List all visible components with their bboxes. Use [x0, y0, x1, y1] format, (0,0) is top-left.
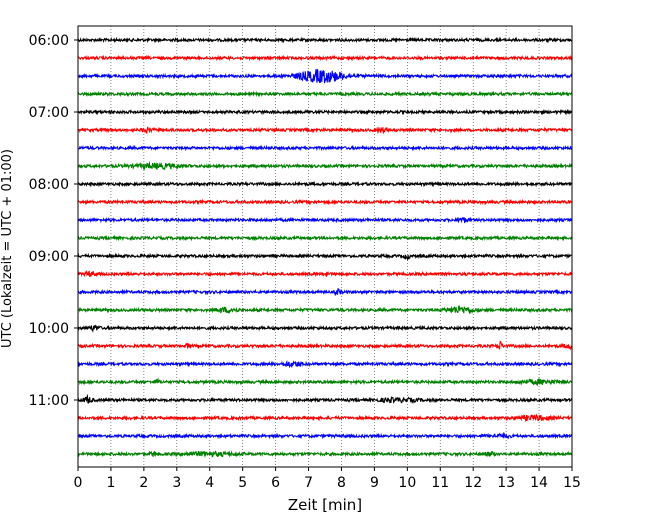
trace-0600	[77, 36, 573, 44]
plot-frame	[77, 25, 573, 468]
trace-0800	[77, 180, 573, 188]
x-tick-label: 9	[370, 475, 379, 491]
x-tick-label: 13	[497, 475, 515, 491]
y-tick-label: 11:00	[29, 393, 69, 409]
x-tick-label: 11	[431, 475, 449, 491]
trace-1015	[77, 340, 573, 351]
y-axis: 06:00 07:00 08:00 09:00 10:00 11:00	[29, 33, 78, 409]
x-tick-label: 6	[271, 475, 280, 491]
x-axis-label: Zeit [min]	[288, 496, 362, 514]
x-tick-label: 12	[464, 475, 482, 491]
trace-0630	[77, 68, 573, 84]
trace-0730	[77, 144, 573, 152]
y-tick-label: 07:00	[29, 105, 69, 121]
trace-0700	[77, 108, 573, 116]
y-tick-label: 06:00	[29, 33, 69, 49]
x-tick-label: 4	[205, 475, 214, 491]
trace-0945	[77, 305, 573, 315]
x-tick-label: 10	[398, 475, 416, 491]
trace-0930	[77, 288, 573, 297]
x-tick-label: 1	[106, 475, 115, 491]
trace-1145	[77, 450, 573, 458]
trace-0615	[77, 54, 573, 62]
y-tick-label: 09:00	[29, 249, 69, 265]
trace-0745	[77, 161, 573, 171]
x-tick-label: 8	[337, 475, 346, 491]
trace-0645	[77, 90, 573, 98]
x-tick-label: 14	[530, 475, 548, 491]
trace-0715	[77, 126, 573, 135]
x-tick-label: 2	[139, 475, 148, 491]
trace-1030	[77, 359, 573, 369]
trace-1000	[77, 324, 573, 333]
x-tick-label: 15	[563, 475, 581, 491]
y-axis-label: UTC (Lokalzeit = UTC + 01:00)	[0, 149, 15, 348]
x-axis: 0 1 2 3 4 5 6 7 8 9 10 11 12 13 14 15	[74, 467, 581, 491]
trace-1100	[77, 393, 573, 404]
trace-0830	[77, 216, 573, 224]
x-tick-label: 3	[172, 475, 181, 491]
x-tick-label: 7	[304, 475, 313, 491]
trace-0915	[77, 269, 573, 278]
x-tick-label: 5	[238, 475, 247, 491]
trace-0845	[77, 234, 573, 242]
trace-0815	[77, 198, 573, 206]
trace-1130	[77, 431, 573, 440]
x-tick-label: 0	[74, 475, 83, 491]
y-tick-label: 10:00	[29, 321, 69, 337]
traces	[77, 36, 573, 458]
y-tick-label: 08:00	[29, 177, 69, 193]
trace-1115	[77, 413, 573, 422]
trace-1045	[77, 377, 573, 387]
trace-0900	[77, 252, 573, 261]
